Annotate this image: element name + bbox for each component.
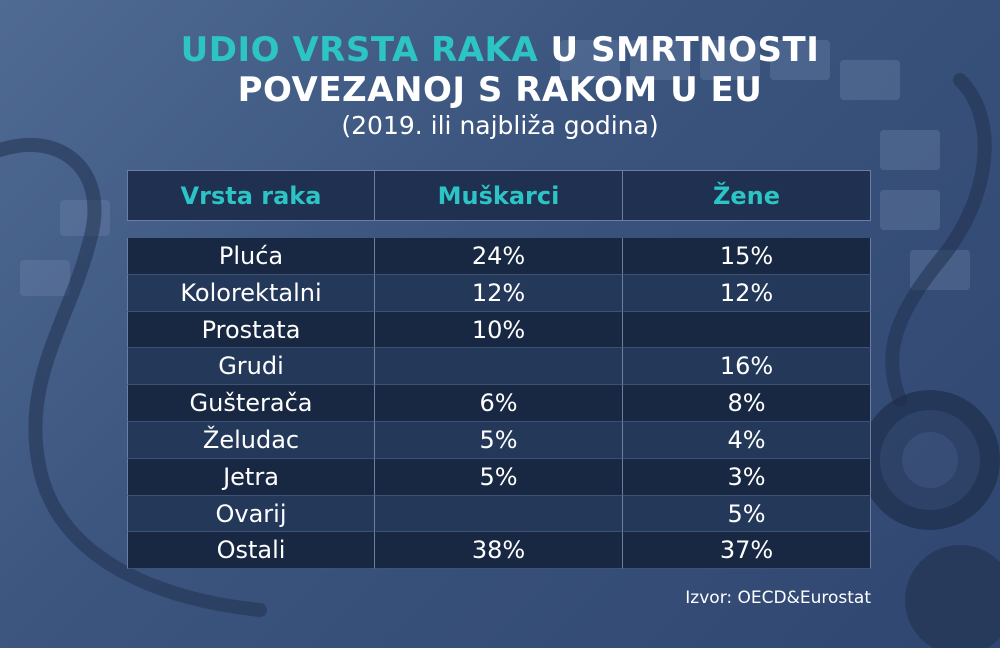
cell-men: 10% (375, 311, 623, 349)
cell-men (375, 495, 623, 533)
cell-women: 3% (623, 458, 871, 496)
table-body: Pluća 24% 15% Kolorektalni 12% 12% Prost… (127, 238, 871, 570)
table-header-row: Vrsta raka Muškarci Žene (127, 170, 871, 221)
cell-women (623, 311, 871, 349)
header-men: Muškarci (375, 170, 623, 221)
cancer-mortality-table: Vrsta raka Muškarci Žene Pluća 24% 15% K… (127, 170, 871, 570)
cell-cancer-type: Gušterača (127, 385, 375, 422)
cell-cancer-type: Želudac (127, 421, 375, 459)
cell-men: 5% (375, 458, 623, 496)
title-line-1: UDIO VRSTA RAKA U SMRTNOSTI (0, 30, 1000, 70)
cell-women: 16% (623, 348, 871, 386)
table-row: Grudi 16% (127, 348, 871, 386)
title-line-1-rest: U SMRTNOSTI (538, 30, 820, 70)
cell-men (375, 348, 623, 386)
cell-men: 5% (375, 421, 623, 459)
table-row: Prostata 10% (127, 311, 871, 349)
cell-women: 8% (623, 385, 871, 422)
cell-women: 5% (623, 495, 871, 533)
table-row: Ostali 38% 37% (127, 532, 871, 570)
table-row: Pluća 24% 15% (127, 238, 871, 275)
cell-cancer-type: Pluća (127, 238, 375, 275)
cell-men: 24% (375, 238, 623, 275)
title-accent: UDIO VRSTA RAKA (180, 30, 539, 70)
source-note: Izvor: OECD&Eurostat (685, 588, 871, 608)
title-block: UDIO VRSTA RAKA U SMRTNOSTI POVEZANOJ S … (0, 30, 1000, 142)
cell-men: 38% (375, 532, 623, 570)
subtitle: (2019. ili najbliža godina) (341, 111, 659, 140)
table-row: Ovarij 5% (127, 495, 871, 533)
cell-cancer-type: Jetra (127, 458, 375, 496)
title-line-2: POVEZANOJ S RAKOM U EU (237, 70, 763, 110)
cell-cancer-type: Ostali (127, 532, 375, 570)
cell-women: 12% (623, 274, 871, 312)
cell-women: 15% (623, 238, 871, 275)
cell-cancer-type: Ovarij (127, 495, 375, 533)
cell-women: 37% (623, 532, 871, 570)
cell-men: 6% (375, 385, 623, 422)
table-row: Želudac 5% 4% (127, 421, 871, 459)
cell-cancer-type: Grudi (127, 348, 375, 386)
header-cancer-type: Vrsta raka (127, 170, 375, 221)
table-row: Gušterača 6% 8% (127, 385, 871, 422)
header-women: Žene (623, 170, 871, 221)
cell-men: 12% (375, 274, 623, 312)
table-row: Jetra 5% 3% (127, 458, 871, 496)
cell-cancer-type: Kolorektalni (127, 274, 375, 312)
cell-cancer-type: Prostata (127, 311, 375, 349)
cell-women: 4% (623, 421, 871, 459)
table-row: Kolorektalni 12% 12% (127, 274, 871, 312)
